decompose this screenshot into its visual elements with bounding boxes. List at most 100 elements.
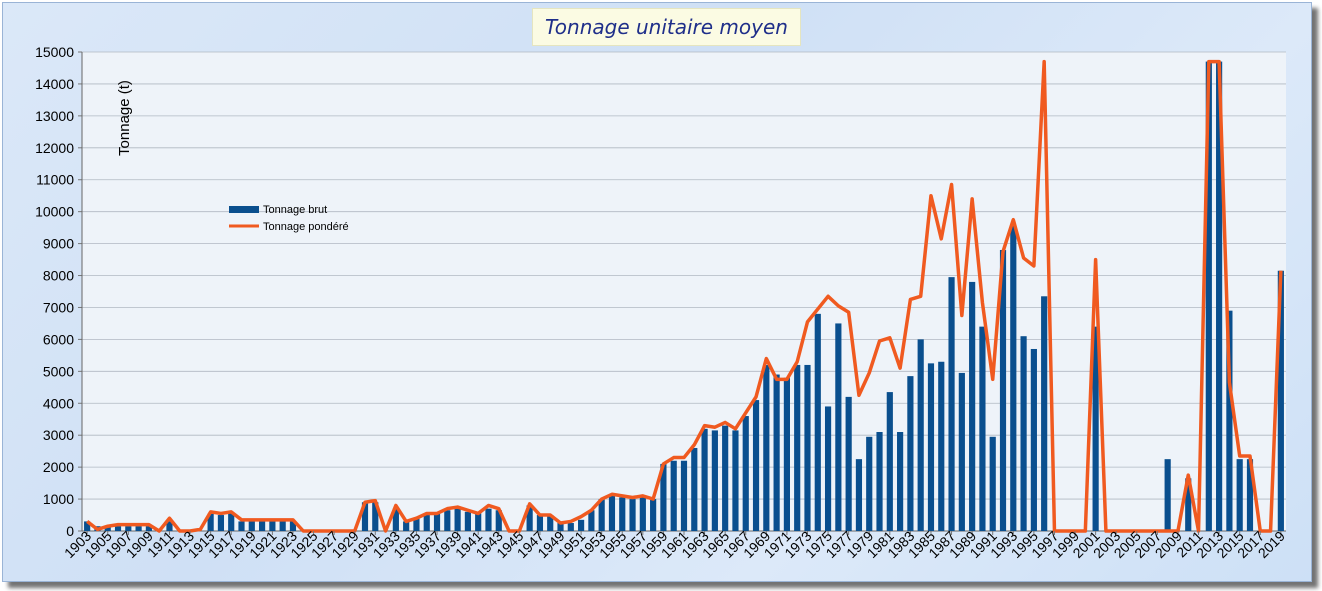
bar-1961 bbox=[680, 460, 688, 531]
bar-1907 bbox=[125, 526, 132, 531]
bar-1983 bbox=[907, 376, 914, 531]
bar-1954 bbox=[608, 495, 616, 531]
bar-1931 bbox=[372, 502, 379, 531]
bar-1971 bbox=[783, 377, 790, 531]
bar-1943 bbox=[495, 510, 502, 531]
y-tick-label: 15000 bbox=[35, 44, 74, 60]
y-tick-label: 14000 bbox=[35, 76, 74, 92]
bar-1908 bbox=[135, 526, 142, 531]
bar-1939 bbox=[454, 508, 461, 531]
bar-1989 bbox=[969, 281, 976, 531]
bar-2008 bbox=[1164, 459, 1171, 531]
bar-1973 bbox=[804, 364, 811, 531]
bar-1974 bbox=[814, 313, 821, 531]
bar-1956 bbox=[629, 499, 636, 531]
bar-1979 bbox=[866, 436, 873, 531]
bar-1986 bbox=[938, 361, 945, 531]
bar-1955 bbox=[619, 497, 626, 531]
bar-1978 bbox=[855, 459, 863, 531]
bar-1993 bbox=[1010, 226, 1017, 531]
y-axis-title: Tonnage (t) bbox=[116, 80, 133, 156]
legend-label-tonnage-pondere: Tonnage pondéré bbox=[263, 221, 349, 233]
bar-1985 bbox=[927, 363, 935, 531]
bar-1968 bbox=[752, 400, 760, 531]
y-tick-label: 7000 bbox=[43, 299, 74, 315]
bar-1951 bbox=[578, 519, 585, 531]
chart-title-box: Tonnage unitaire moyen bbox=[532, 8, 801, 46]
bar-1957 bbox=[639, 497, 646, 531]
bar-1922 bbox=[279, 521, 286, 531]
bar-2015 bbox=[1236, 459, 1243, 531]
bar-1942 bbox=[485, 508, 492, 531]
bar-1919 bbox=[248, 521, 255, 531]
bar-2014 bbox=[1226, 310, 1233, 531]
y-tick-label: 5000 bbox=[43, 363, 74, 379]
bar-1960 bbox=[670, 460, 677, 531]
bar-1909 bbox=[145, 526, 152, 531]
bar-1967 bbox=[742, 416, 749, 531]
legend-label-tonnage-brut: Tonnage brut bbox=[263, 204, 327, 216]
bar-1947 bbox=[536, 515, 544, 531]
bar-1991 bbox=[989, 436, 996, 531]
bar-1984 bbox=[917, 339, 924, 531]
bar-1965 bbox=[722, 425, 729, 531]
bar-1988 bbox=[958, 372, 965, 531]
bar-1970 bbox=[773, 374, 780, 531]
bar-1917 bbox=[228, 513, 235, 531]
bar-1905 bbox=[104, 526, 111, 531]
bar-1915 bbox=[207, 513, 214, 531]
bar-1992 bbox=[999, 249, 1007, 531]
bar-1937 bbox=[433, 513, 441, 531]
bar-1935 bbox=[413, 518, 420, 531]
bar-1952 bbox=[588, 510, 595, 531]
bar-1981 bbox=[886, 392, 893, 531]
bar-1962 bbox=[691, 447, 698, 531]
y-tick-label: 2000 bbox=[43, 459, 74, 475]
bar-1969 bbox=[763, 364, 770, 531]
y-tick-label: 1000 bbox=[43, 491, 74, 507]
y-tick-label: 6000 bbox=[43, 331, 74, 347]
bar-1950 bbox=[567, 523, 574, 531]
bar-1920 bbox=[258, 521, 266, 531]
y-tick-label: 13000 bbox=[35, 108, 74, 124]
bar-1982 bbox=[897, 432, 904, 531]
bar-1972 bbox=[794, 364, 801, 531]
y-tick-label: 9000 bbox=[43, 236, 74, 252]
plot-background bbox=[82, 52, 1286, 531]
legend-swatch-tonnage-brut bbox=[229, 206, 259, 213]
bar-2013 bbox=[1216, 61, 1223, 532]
bar-1977 bbox=[845, 396, 852, 531]
bar-1995 bbox=[1030, 348, 1037, 531]
bar-1903 bbox=[84, 521, 91, 531]
bar-1921 bbox=[269, 521, 276, 531]
bar-1938 bbox=[444, 510, 451, 531]
bar-2019 bbox=[1277, 270, 1284, 531]
bar-1946 bbox=[526, 505, 533, 531]
chart-title: Tonnage unitaire moyen bbox=[545, 15, 788, 39]
bar-1948 bbox=[547, 515, 554, 531]
bar-1933 bbox=[392, 508, 399, 531]
bar-1976 bbox=[835, 323, 842, 531]
bar-1990 bbox=[979, 326, 986, 531]
line-series-tonnage-pondere bbox=[86, 59, 1283, 533]
bar-2016 bbox=[1246, 459, 1254, 531]
bar-1987 bbox=[948, 277, 955, 531]
y-tick-label: 12000 bbox=[35, 140, 74, 156]
bar-1916 bbox=[217, 515, 225, 531]
bar-1941 bbox=[475, 513, 482, 531]
bar-1980 bbox=[876, 432, 883, 531]
bar-1958 bbox=[650, 499, 657, 531]
bar-2001 bbox=[1092, 326, 1099, 531]
bar-1936 bbox=[423, 515, 430, 531]
bar-1964 bbox=[711, 430, 718, 531]
bar-1911 bbox=[166, 521, 173, 531]
bar-1966 bbox=[732, 430, 739, 531]
bar-1996 bbox=[1041, 296, 1048, 531]
bar-1934 bbox=[403, 521, 410, 531]
y-tick-label: 4000 bbox=[43, 395, 74, 411]
bar-1994 bbox=[1020, 336, 1027, 531]
bar-1906 bbox=[114, 526, 122, 531]
bar-1923 bbox=[289, 521, 297, 531]
bar-1949 bbox=[557, 523, 564, 531]
